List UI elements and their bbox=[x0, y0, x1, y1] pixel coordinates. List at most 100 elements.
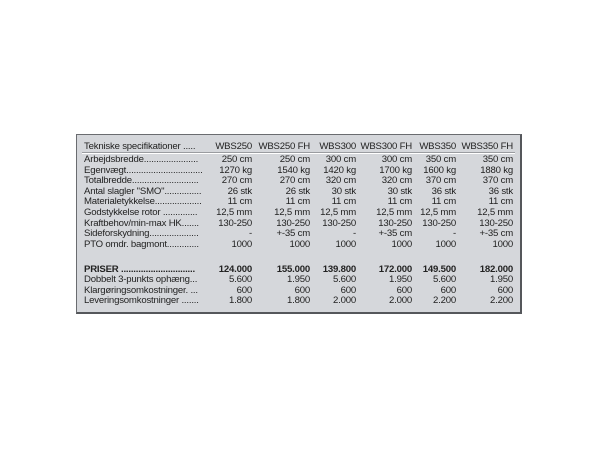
table-row: Kraftbehov/min-max HK....... 130-250 130-2… bbox=[77, 218, 520, 229]
row-label: Egenvægt............................... bbox=[84, 164, 203, 176]
cell-value: 600 bbox=[396, 284, 413, 296]
cell-value: 600 bbox=[440, 284, 457, 296]
cell-value: 130-250 bbox=[378, 217, 412, 229]
cell-value: 12,5 mm bbox=[274, 207, 310, 218]
cell-value: 155.000 bbox=[276, 264, 310, 275]
model-header: WBS350 FH bbox=[461, 141, 513, 152]
table-row: Antal slagler "SMO"............... 26 stk… bbox=[77, 186, 520, 197]
cell-value: 300 cm bbox=[325, 154, 356, 165]
row-label: Kraftbehov/min-max HK....... bbox=[84, 217, 199, 229]
cell-value: 12,5 mm bbox=[420, 207, 456, 218]
cell-value: 36 stk bbox=[431, 185, 457, 197]
cell-value: 2.200 bbox=[489, 295, 513, 307]
cell-value: 350 cm bbox=[482, 154, 513, 165]
cell-value: 11 cm bbox=[387, 196, 413, 208]
cell-value: 250 cm bbox=[279, 154, 310, 165]
cell-value: 270 cm bbox=[221, 175, 252, 187]
row-label: PTO omdr. bagmont............. bbox=[84, 238, 199, 250]
cell-value: 370 cm bbox=[425, 175, 456, 187]
model-header: WBS300 bbox=[319, 141, 356, 152]
cell-value: 300 cm bbox=[381, 154, 412, 165]
table-row: Sideforskydning.................... - +-35… bbox=[77, 228, 520, 239]
table-row: Dobbelt 3-punkts ophæng... 5.600 1.950 5.60… bbox=[77, 274, 520, 285]
cell-value: 1.800 bbox=[228, 295, 252, 307]
cell-value: 11 cm bbox=[331, 196, 357, 208]
table-row: PRISER .............................. 124… bbox=[77, 264, 520, 275]
cell-value: 1000 bbox=[435, 238, 456, 250]
cell-value: 139.800 bbox=[322, 264, 356, 275]
cell-value: 600 bbox=[497, 284, 514, 296]
cell-value: 5.600 bbox=[432, 274, 456, 286]
cell-value: 30 stk bbox=[331, 185, 357, 197]
cell-value: 1.950 bbox=[388, 274, 412, 286]
cell-value: 130-250 bbox=[479, 217, 513, 229]
cell-value: 36 stk bbox=[488, 185, 514, 197]
cell-value: 12,5 mm bbox=[216, 207, 252, 218]
cell-value: 320 cm bbox=[381, 175, 412, 187]
cell-value: +-35 cm bbox=[378, 228, 412, 240]
cell-value: 130-250 bbox=[422, 217, 456, 229]
model-header: WBS250 bbox=[215, 141, 252, 152]
cell-value: 2.000 bbox=[388, 295, 412, 307]
cell-value: 12,5 mm bbox=[320, 207, 356, 218]
cell-value: 250 cm bbox=[221, 154, 252, 165]
model-header: WBS250 FH bbox=[258, 141, 310, 152]
cell-value: 600 bbox=[294, 284, 311, 296]
cell-value: 1000 bbox=[492, 238, 513, 250]
cell-value: 30 stk bbox=[387, 185, 413, 197]
cell-value: 130-250 bbox=[322, 217, 356, 229]
cell-value: 11 cm bbox=[488, 196, 514, 208]
cell-value: 1000 bbox=[335, 238, 356, 250]
cell-value: +-35 cm bbox=[479, 228, 513, 240]
row-label: Totalbredde........................... bbox=[84, 175, 199, 187]
cell-value: 26 stk bbox=[285, 185, 311, 197]
row-label: Antal slagler "SMO"............... bbox=[84, 185, 202, 197]
table-row: PTO omdr. bagmont............. 1000 1000 10… bbox=[77, 239, 520, 250]
cell-value: 26 stk bbox=[227, 185, 253, 197]
cell-value: 1700 kg bbox=[379, 164, 412, 176]
row-label: Sideforskydning.................... bbox=[84, 228, 199, 240]
cell-value: 600 bbox=[340, 284, 357, 296]
cell-value: 1.950 bbox=[286, 274, 310, 286]
cell-value: 182.000 bbox=[479, 264, 513, 275]
cell-value: 11 cm bbox=[227, 196, 253, 208]
cell-value: 370 cm bbox=[482, 175, 513, 187]
cell-value: - bbox=[353, 228, 356, 240]
cell-value: 1880 kg bbox=[480, 164, 513, 176]
row-label: PRISER .............................. bbox=[84, 264, 195, 275]
row-label: Arbejdsbredde...................... bbox=[84, 154, 199, 165]
table-row: Egenvægt............................... 1… bbox=[77, 165, 520, 176]
table-row: Leveringsomkostninger ....... 1.800 1.800 2… bbox=[77, 295, 520, 306]
row-label: Klargøringsomkostninger. ... bbox=[84, 284, 198, 296]
header-label: Tekniske specifikationer ..... bbox=[84, 141, 196, 152]
row-label: Materialetykkelse................... bbox=[84, 196, 202, 208]
cell-value: 320 cm bbox=[325, 175, 356, 187]
table-row: Arbejdsbredde...................... 250 c… bbox=[77, 154, 520, 165]
cell-value: 1000 bbox=[231, 238, 252, 250]
row-label: Leveringsomkostninger ....... bbox=[84, 295, 199, 307]
cell-value: 1.800 bbox=[286, 295, 310, 307]
spec-table: Tekniske specifikationer ..... WBS250 WB… bbox=[76, 134, 522, 314]
cell-value: 1000 bbox=[391, 238, 412, 250]
cell-value: 1000 bbox=[289, 238, 310, 250]
cell-value: 1270 kg bbox=[219, 164, 252, 176]
cell-value: 2.000 bbox=[332, 295, 356, 307]
cell-value: - bbox=[249, 228, 252, 240]
header-row: Tekniske specifikationer ..... WBS250 WB… bbox=[77, 141, 520, 152]
cell-value: 1420 kg bbox=[323, 164, 356, 176]
cell-value: 2.200 bbox=[432, 295, 456, 307]
cell-value: 5.600 bbox=[228, 274, 252, 286]
cell-value: 11 cm bbox=[431, 196, 457, 208]
cell-value: 5.600 bbox=[332, 274, 356, 286]
cell-value: 1600 kg bbox=[423, 164, 456, 176]
cell-value: 124.000 bbox=[218, 264, 252, 275]
model-header: WBS300 FH bbox=[360, 141, 412, 152]
table-row: Klargøringsomkostninger. ... 600 600 600 600… bbox=[77, 285, 520, 296]
cell-value: 172.000 bbox=[378, 264, 412, 275]
table-row: Totalbredde........................... 27… bbox=[77, 175, 520, 186]
cell-value: 350 cm bbox=[425, 154, 456, 165]
row-label: Dobbelt 3-punkts ophæng... bbox=[84, 274, 198, 286]
table-row: Godstykkelse rotor .............. 12,5 mm… bbox=[77, 207, 520, 218]
cell-value: - bbox=[453, 228, 456, 240]
cell-value: 130-250 bbox=[276, 217, 310, 229]
